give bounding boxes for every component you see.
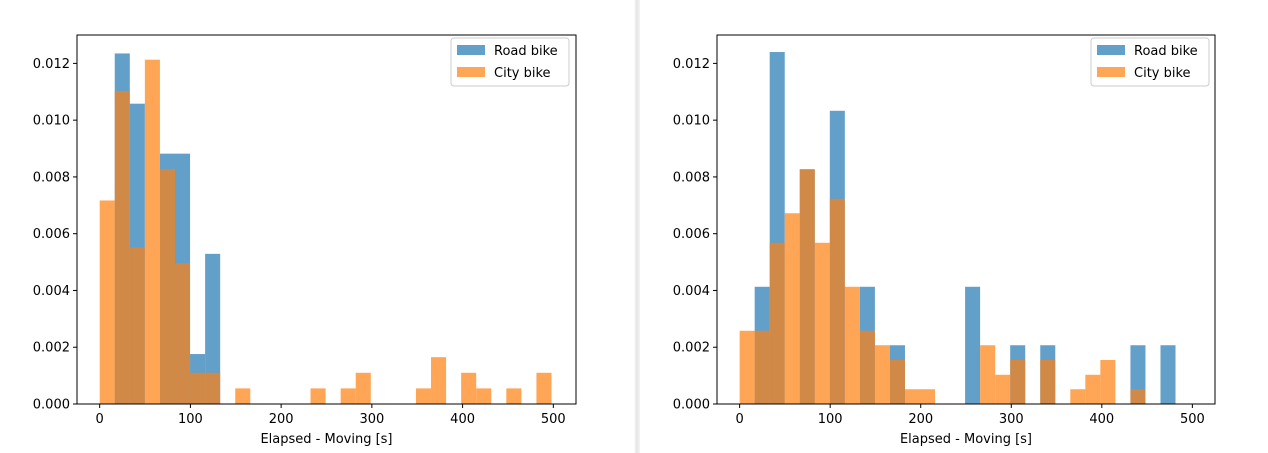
histogram-bar <box>995 374 1011 404</box>
y-tick-label: 0.004 <box>673 284 710 299</box>
histogram-bar <box>889 360 905 404</box>
histogram-bar <box>1085 374 1101 404</box>
legend: Road bike City bike <box>450 37 570 87</box>
x-tick-label: 100 <box>818 412 843 427</box>
y-tick-label: 0.008 <box>673 170 710 185</box>
histogram-bar <box>769 242 785 404</box>
histogram-bar <box>159 169 175 404</box>
x-tick-label: 300 <box>359 412 384 427</box>
y-tick-label: 0.010 <box>673 114 710 129</box>
series-city-bike <box>739 169 1146 404</box>
y-tick-label: 0.004 <box>33 284 70 299</box>
histogram-bar <box>536 372 552 404</box>
x-tick-label: 200 <box>908 412 933 427</box>
x-tick-label: 100 <box>178 412 203 427</box>
histogram-bar <box>355 372 371 404</box>
histogram-bar <box>799 169 815 404</box>
x-tick-label: 200 <box>269 412 294 427</box>
histogram-panel-left: 0 100 200 300 400 500 0.000 0.002 0.004 0.006 0.00… <box>32 34 577 447</box>
histogram-bar <box>844 286 860 404</box>
legend-label: City bike <box>1134 66 1191 81</box>
histogram-bar <box>965 286 981 404</box>
histogram-bar <box>904 389 920 404</box>
y-tick-label: 0.012 <box>33 57 70 72</box>
histogram-bar <box>144 59 160 404</box>
y-tick-label: 0.000 <box>33 398 70 413</box>
histogram-bar <box>190 372 206 404</box>
histogram-bar <box>431 357 447 404</box>
histogram-bar <box>340 388 356 404</box>
y-tick-label: 0.010 <box>33 114 70 129</box>
x-tick-label: 500 <box>1180 412 1205 427</box>
histogram-bar <box>114 90 130 405</box>
x-tick-label: 300 <box>999 412 1024 427</box>
histogram-bar <box>739 330 755 404</box>
histogram-bar <box>174 263 191 404</box>
x-tick-label: 0 <box>96 412 104 427</box>
x-tick-label: 500 <box>541 412 566 427</box>
y-tick-label: 0.000 <box>673 398 710 413</box>
histogram-chart-right: 0 100 200 300 400 500 0.000 0.002 0.004 0.006 0.00… <box>673 34 1216 447</box>
histogram-bar <box>1010 360 1026 404</box>
histogram-bar <box>874 345 890 404</box>
y-tick-label: 0.006 <box>673 227 710 242</box>
histogram-bar <box>415 388 432 404</box>
y-tick-label: 0.002 <box>673 341 710 356</box>
histogram-bar <box>784 213 800 404</box>
axes-frame <box>76 34 577 405</box>
histogram-bar <box>814 242 830 404</box>
histogram-bar <box>476 388 492 404</box>
x-tick-label: 400 <box>450 412 475 427</box>
legend-label: Road bike <box>494 44 558 59</box>
histogram-bar <box>1100 360 1116 404</box>
legend-label: Road bike <box>1134 44 1198 59</box>
legend-label: City bike <box>494 66 551 81</box>
legend: Road bike City bike <box>1090 37 1210 87</box>
series-city-bike <box>99 59 552 405</box>
histogram-chart-left: 0 100 200 300 400 500 0.000 0.002 0.004 0.006 0.00… <box>33 34 577 447</box>
x-axis-title: Elapsed - Moving [s] <box>900 432 1032 447</box>
y-tick-label: 0.006 <box>33 227 70 242</box>
histogram-bar <box>506 388 522 404</box>
legend-swatch <box>1097 67 1125 77</box>
x-axis-title: Elapsed - Moving [s] <box>260 432 392 447</box>
legend-swatch <box>1097 45 1125 55</box>
histogram-bar <box>99 200 115 404</box>
histogram-bar <box>1160 345 1176 404</box>
y-tick-label: 0.012 <box>673 57 710 72</box>
histogram-bar <box>1070 389 1086 404</box>
legend-swatch <box>457 67 485 77</box>
x-tick-label: 400 <box>1089 412 1114 427</box>
histogram-bar <box>1130 389 1146 404</box>
histogram-bar <box>205 253 221 404</box>
y-tick-label: 0.008 <box>33 170 70 185</box>
panel-divider <box>634 0 640 453</box>
histogram-bar <box>205 372 221 404</box>
y-tick-label: 0.002 <box>33 341 70 356</box>
legend-swatch <box>457 45 485 55</box>
histogram-bar <box>1040 360 1056 404</box>
histogram-bar <box>129 247 145 404</box>
histogram-bar <box>920 389 936 404</box>
histogram-panel-right: 0 100 200 300 400 500 0.000 0.002 0.004 0.006 0.00… <box>640 0 1268 453</box>
x-tick-label: 0 <box>735 412 743 427</box>
histogram-bar <box>859 330 875 404</box>
histogram-bar <box>235 388 251 404</box>
histogram-bar <box>461 372 477 404</box>
histogram-bar <box>829 198 845 404</box>
histogram-bar <box>310 388 326 404</box>
axes-frame <box>716 34 1216 405</box>
histogram-bar <box>754 330 770 404</box>
histogram-bar <box>980 345 996 404</box>
